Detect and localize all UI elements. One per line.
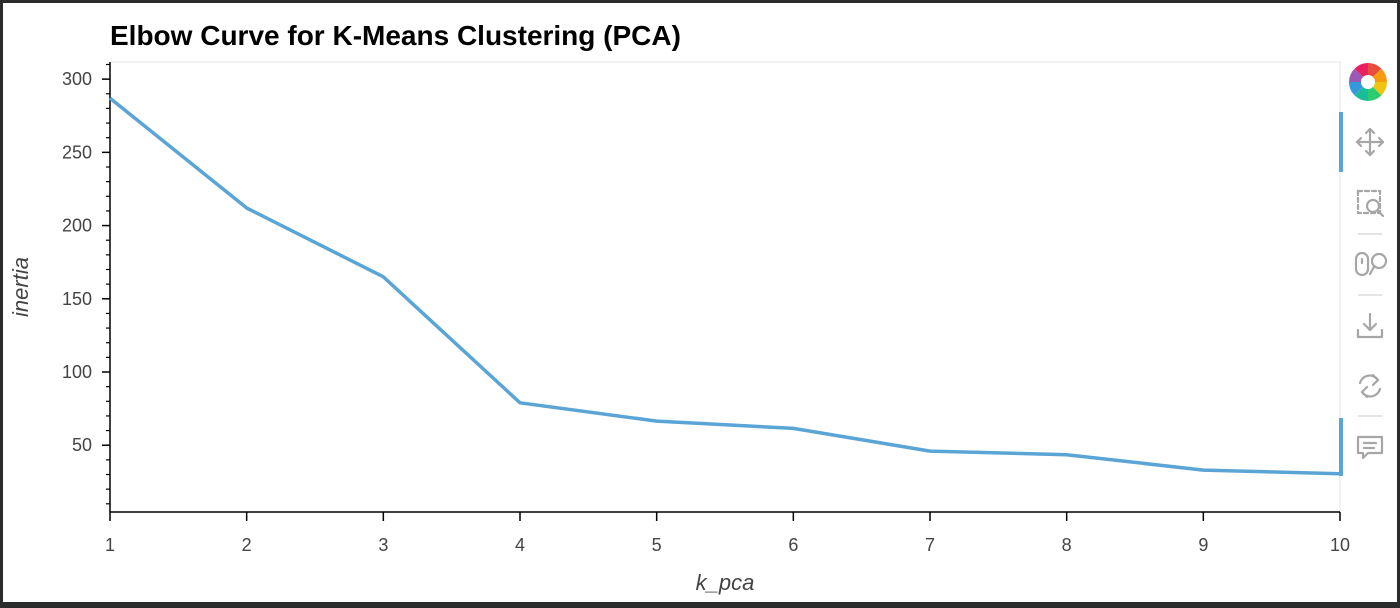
y-axis-label: inertia	[8, 257, 33, 317]
x-tick-label: 9	[1198, 535, 1208, 555]
x-tick-label: 5	[652, 535, 662, 555]
x-tick-label: 2	[242, 535, 252, 555]
x-tick-label: 4	[515, 535, 525, 555]
y-tick-label: 300	[62, 69, 92, 89]
window-frame-top	[0, 0, 1400, 3]
window-frame-right	[1397, 0, 1400, 608]
y-tick-label: 50	[72, 435, 92, 455]
save-icon[interactable]	[1356, 312, 1384, 339]
x-tick-label: 7	[925, 535, 935, 555]
pan-active-indicator	[1339, 112, 1343, 172]
y-tick-label: 200	[62, 216, 92, 236]
window-frame-bottom	[0, 602, 1400, 608]
toolbar	[1339, 63, 1388, 476]
series-layer	[108, 96, 1341, 476]
window-frame-left	[0, 0, 3, 608]
hover-icon[interactable]	[1356, 435, 1384, 460]
chart-title: Elbow Curve for K-Means Clustering (PCA)	[110, 20, 681, 51]
x-tick-label: 8	[1062, 535, 1072, 555]
wheel-zoom-icon[interactable]	[1354, 251, 1388, 277]
pan-icon[interactable]	[1355, 127, 1385, 157]
x-tick-label: 10	[1330, 535, 1350, 555]
x-axis-label: k_pca	[696, 570, 755, 595]
series-line[interactable]	[108, 96, 1341, 476]
reset-icon[interactable]	[1358, 373, 1382, 399]
plot-area[interactable]	[109, 61, 1341, 513]
y-tick-label: 150	[62, 289, 92, 309]
y-tick-label: 250	[62, 142, 92, 162]
y-tick-label: 100	[62, 362, 92, 382]
box-zoom-icon[interactable]	[1356, 189, 1385, 218]
x-tick-label: 3	[378, 535, 388, 555]
hover-active-indicator	[1339, 418, 1343, 476]
x-tick-label: 1	[105, 535, 115, 555]
x-axis: 1 2 3 4 5 6 7 8 9 10	[105, 511, 1350, 555]
y-axis: 50 100 150 200 250 300	[62, 62, 111, 512]
bokeh-logo-icon[interactable]	[1349, 63, 1387, 101]
x-tick-label: 6	[788, 535, 798, 555]
